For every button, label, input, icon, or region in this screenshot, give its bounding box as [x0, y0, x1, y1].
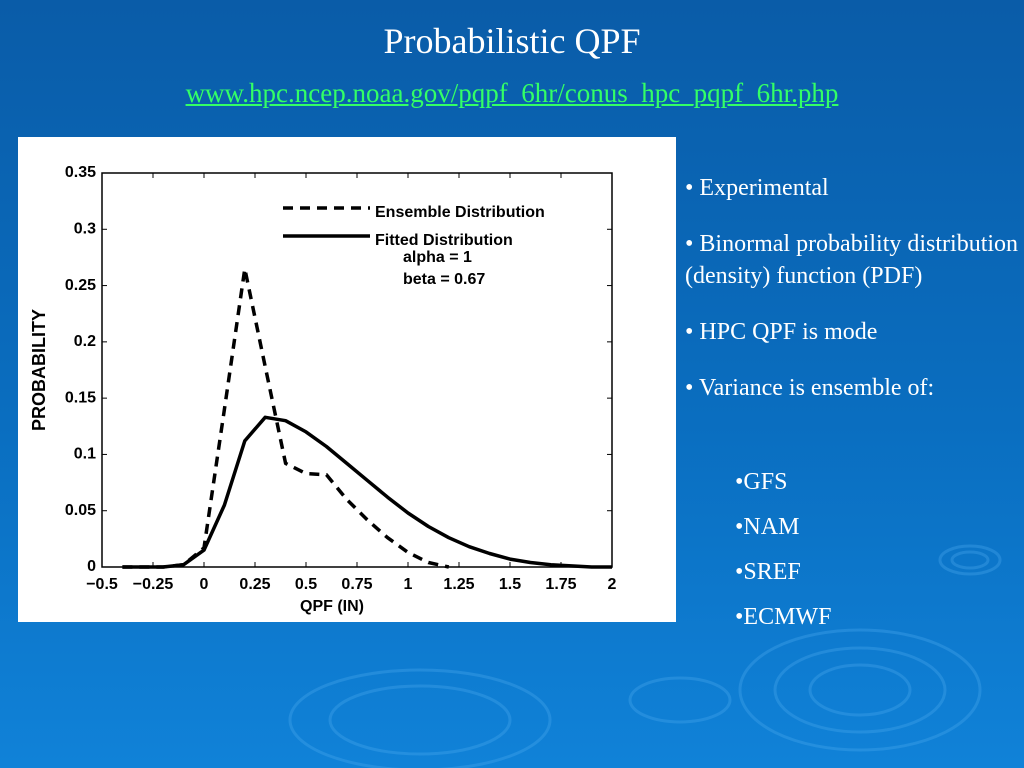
y-tick-label: 0.25	[65, 277, 96, 294]
chart: QPF (IN) PROBABILITY −0.5 −0.25 0 0.25 0.5 0.…	[18, 137, 676, 622]
legend-label: Ensemble Distribution	[375, 204, 545, 221]
x-tick-label: 0.25	[239, 576, 270, 593]
bullet: Variance is ensemble of:	[685, 372, 1020, 404]
data-line	[122, 415, 612, 569]
y-tick-label: 0.2	[74, 333, 96, 350]
x-tick-label: 1.75	[545, 576, 576, 593]
y-tick-label: 0.05	[65, 502, 96, 519]
x-tick-label: 2	[608, 576, 617, 593]
annotation: beta = 0.67	[403, 271, 485, 288]
bullet: Experimental	[685, 172, 1020, 204]
x-tick-label: 1.5	[499, 576, 521, 593]
plot-frame	[101, 172, 613, 568]
bullet: Binormal probability distribution (densi…	[685, 228, 1020, 292]
x-tick-label: 0	[200, 576, 209, 593]
y-tick-label: 0.15	[65, 389, 96, 406]
link[interactable]: www.hpc.ncep.noaa.gov/pqpf_6hr/conus_hpc…	[185, 78, 839, 108]
bullet: HPC QPF is mode	[685, 316, 1020, 348]
data-line	[122, 266, 450, 569]
x-tick-label: 0.5	[295, 576, 317, 593]
x-tick-label: −0.5	[86, 576, 118, 593]
y-tick-label: 0	[87, 558, 96, 575]
bullet-list: Experimental Binormal probability distrib…	[685, 172, 1020, 428]
sub-bullet: ECMWF	[735, 595, 831, 640]
sub-bullet: SREF	[735, 550, 831, 595]
sub-bullet-list: GFSNAMSREFECMWF	[735, 460, 831, 640]
annotation: alpha = 1	[403, 249, 472, 266]
slide-title: Probabilistic QPF	[383, 21, 641, 61]
y-tick-label: 0.35	[65, 164, 96, 181]
y-tick-label: 0.1	[74, 446, 96, 463]
legend-label: Fitted Distribution	[375, 232, 513, 249]
sub-bullet: NAM	[735, 505, 831, 550]
y-tick-label: 0.3	[74, 221, 96, 238]
y-axis-label: PROBABILITY	[29, 309, 49, 431]
x-axis-label: QPF (IN)	[300, 598, 364, 615]
x-tick-label: 1.25	[443, 576, 474, 593]
x-tick-label: 1	[404, 576, 413, 593]
sub-bullet: GFS	[735, 460, 831, 505]
x-tick-label: 0.75	[341, 576, 372, 593]
x-tick-label: −0.25	[133, 576, 174, 593]
